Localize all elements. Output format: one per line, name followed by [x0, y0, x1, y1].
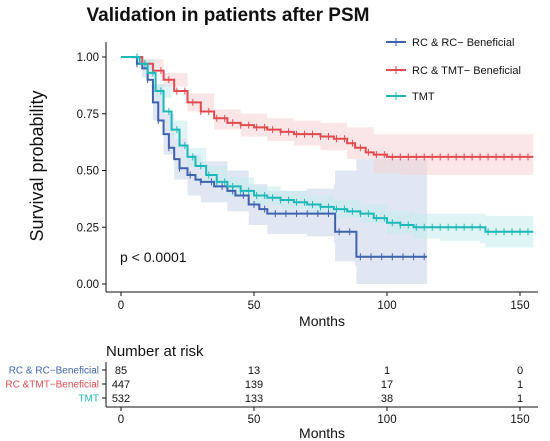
censor-marks-2 — [136, 53, 529, 236]
confidence-band-0 — [121, 57, 427, 284]
x-tick-label: 0 — [118, 300, 124, 312]
survival-curve-1 — [121, 56, 534, 158]
risk-x-tick-label: 100 — [377, 414, 396, 426]
risk-value: 133 — [245, 393, 263, 405]
confidence-band-2 — [121, 57, 534, 248]
risk-value: 13 — [248, 365, 260, 377]
legend-label-0: RC & RC− Beneficial — [412, 37, 514, 49]
y-tick-label: 0.00 — [77, 279, 99, 291]
risk-value: 1 — [384, 365, 390, 377]
censor-marks-1 — [136, 53, 529, 161]
risk-value: 1 — [517, 393, 523, 405]
risk-x-tick-label: 0 — [118, 414, 124, 426]
risk-table-title: Number at risk — [106, 343, 204, 360]
y-tick-label: 0.75 — [77, 109, 99, 121]
x-axis-label: Months — [299, 313, 345, 329]
legend-label-1: RC & TMT− Beneficial — [412, 65, 521, 77]
risk-row-label-2: TMT — [78, 394, 99, 405]
risk-value: 447 — [112, 379, 130, 391]
risk-table-x-label: Months — [299, 425, 345, 441]
y-tick-label: 0.50 — [77, 166, 99, 178]
risk-row-label-0: RC & RC−Beneficial — [9, 366, 99, 377]
risk-row-label-1: RC &TMT−Beneficial — [5, 380, 99, 391]
p-value-annotation: p < 0.0001 — [120, 249, 187, 265]
y-tick-label: 0.25 — [77, 222, 99, 234]
survival-curve-0 — [121, 56, 427, 258]
y-axis-label: Survival probability — [27, 90, 47, 241]
risk-value: 532 — [112, 393, 130, 405]
risk-value: 38 — [381, 393, 393, 405]
risk-x-tick-label: 50 — [248, 414, 261, 426]
risk-value: 139 — [245, 379, 263, 391]
confidence-band-1 — [121, 57, 534, 176]
risk-x-tick-label: 150 — [510, 414, 529, 426]
y-tick-label: 1.00 — [77, 52, 99, 64]
x-tick-label: 150 — [510, 300, 529, 312]
chart-title: Validation in patients after PSM — [87, 5, 370, 26]
legend-label-2: TMT — [412, 91, 435, 103]
risk-value: 17 — [381, 379, 393, 391]
risk-value: 0 — [517, 365, 523, 377]
x-tick-label: 100 — [377, 300, 396, 312]
risk-value: 1 — [517, 379, 523, 391]
x-tick-label: 50 — [248, 300, 261, 312]
risk-value: 85 — [115, 365, 127, 377]
survival-curve-2 — [121, 56, 534, 233]
